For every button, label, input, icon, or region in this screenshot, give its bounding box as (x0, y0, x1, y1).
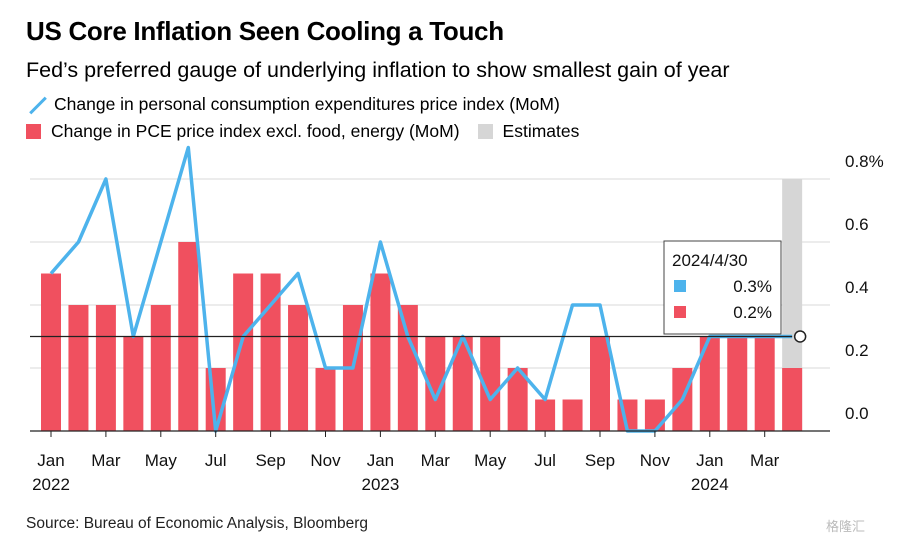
legend-line-row: Change in personal consumption expenditu… (26, 94, 560, 115)
x-tick-label: Jul (534, 451, 556, 470)
bar (644, 399, 665, 431)
tooltip-bar-value: 0.2% (733, 303, 772, 322)
x-year-label: 2023 (361, 475, 399, 494)
y-tick-label: 0.0 (845, 404, 869, 423)
bar (562, 399, 583, 431)
x-tick-label: Nov (310, 451, 341, 470)
x-tick-label: Jul (205, 451, 227, 470)
tooltip-bar-swatch (674, 306, 686, 318)
bar (288, 305, 309, 431)
x-tick-label: Mar (750, 451, 780, 470)
bar (370, 273, 391, 431)
legend-estimate-label: Estimates (502, 121, 580, 141)
legend-estimate-item: Estimates (477, 121, 580, 142)
bar (590, 336, 610, 431)
bar (452, 336, 473, 431)
chart-title: US Core Inflation Seen Cooling a Touch (26, 16, 504, 46)
bar (507, 368, 528, 431)
bar (41, 273, 61, 431)
hover-marker (793, 330, 807, 343)
legend-bar-label: Change in PCE price index excl. food, en… (51, 121, 460, 141)
tooltip-date: 2024/4/30 (672, 251, 748, 270)
y-tick-label: 0.6 (845, 215, 869, 234)
x-tick-label: Jan (367, 451, 394, 470)
x-tick-label: May (145, 451, 178, 470)
x-tick-label: Sep (255, 451, 285, 470)
chart-subtitle: Fed’s preferred gauge of underlying infl… (26, 58, 730, 82)
x-tick-label: Mar (421, 451, 451, 470)
bar (233, 273, 254, 431)
bar (397, 305, 418, 431)
x-tick-label: Jan (37, 451, 64, 470)
bar (68, 305, 89, 431)
tooltip: 2024/4/30 0.3% 0.2% (663, 240, 782, 335)
legend-bar-swatch (26, 124, 41, 139)
tooltip-line-swatch (674, 280, 686, 292)
bar (123, 336, 144, 431)
bar (727, 336, 748, 431)
y-tick-label: 0.4 (845, 278, 869, 297)
legend-bar-row: Change in PCE price index excl. food, en… (26, 121, 597, 142)
bar (150, 305, 171, 431)
tooltip-line-value: 0.3% (733, 277, 772, 296)
bar (480, 336, 501, 431)
legend-line-label: Change in personal consumption expenditu… (54, 94, 560, 114)
line-series (49, 145, 793, 433)
legend-estimate-swatch (477, 124, 493, 139)
x-year-label: 2022 (32, 475, 70, 494)
source-note: Source: Bureau of Economic Analysis, Blo… (26, 515, 369, 532)
x-tick-label: Sep (585, 451, 615, 470)
y-tick-label: 0.2 (845, 341, 869, 360)
bar (315, 368, 336, 431)
bar (425, 336, 446, 431)
watermark: 格隆汇 (826, 519, 866, 534)
legend-bar-item: Change in PCE price index excl. food, en… (26, 121, 460, 142)
bar (95, 305, 116, 431)
bar (754, 336, 775, 431)
bar (782, 368, 803, 431)
x-year-label: 2024 (691, 475, 729, 494)
x-tick-label: Nov (640, 451, 671, 470)
y-tick-label: 0.8% (845, 152, 884, 171)
x-tick-label: Jan (696, 451, 723, 470)
x-tick-label: Mar (91, 451, 121, 470)
x-tick-label: May (474, 451, 507, 470)
bar (535, 399, 556, 431)
bar (699, 336, 720, 431)
